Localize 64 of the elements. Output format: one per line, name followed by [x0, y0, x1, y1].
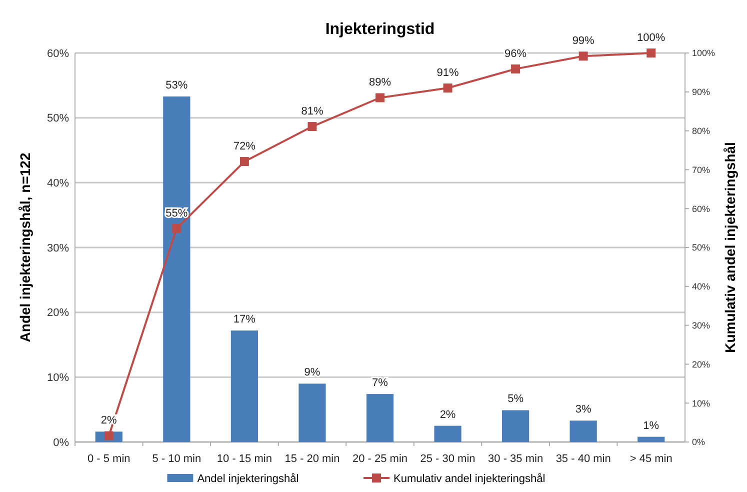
data-label: 9% — [304, 366, 320, 379]
data-label: 89% — [368, 76, 392, 89]
y-axis-title: Andel injekteringshål, n=122 — [17, 152, 33, 342]
point — [646, 48, 656, 58]
x-tick-label: 30 - 35 min — [488, 453, 544, 465]
x-tick-label: 0 - 5 min — [87, 453, 130, 465]
data-label: 91% — [436, 67, 459, 80]
y2-tick-label: 0% — [692, 437, 706, 448]
point — [376, 93, 384, 102]
y-tick-label: 0% — [53, 436, 70, 449]
bar — [502, 410, 530, 442]
y2-tick-label: 80% — [692, 126, 710, 136]
x-tick-label: > 45 min — [630, 453, 672, 465]
data-label: 5% — [508, 393, 524, 406]
point — [308, 122, 317, 132]
data-label: 100% — [637, 32, 666, 44]
legend-label: Andel injekteringshål — [197, 472, 299, 485]
bar — [434, 426, 462, 442]
bar — [230, 330, 258, 442]
y2-tick-label: 20% — [692, 359, 710, 370]
y-tick-label: 30% — [46, 242, 70, 254]
y-tick-label: 40% — [46, 178, 70, 190]
data-label: 1% — [643, 420, 660, 432]
y-tick-label: 10% — [46, 372, 70, 384]
legend-label: Kumulativ andel injekteringshål — [394, 472, 546, 485]
y2-tick-label: 40% — [692, 282, 710, 292]
y2-tick-label: 100% — [692, 48, 716, 58]
x-tick-label: 25 - 30 min — [420, 453, 476, 465]
bar — [638, 436, 665, 442]
y2-axis-title: Kumulativ andel injekteringshål — [722, 142, 738, 353]
x-tick-label: 5 - 10 min — [152, 453, 202, 465]
data-label: 3% — [575, 404, 592, 416]
point — [578, 52, 588, 61]
data-label: 81% — [301, 106, 324, 118]
point — [240, 157, 249, 166]
y2-tick-label: 90% — [692, 87, 710, 98]
x-tick-label: 10 - 15 min — [216, 453, 272, 465]
data-label: 55% — [166, 207, 188, 220]
x-tick-label: 20 - 25 min — [352, 453, 408, 465]
bar — [570, 420, 597, 442]
x-tick-label: 35 - 40 min — [556, 453, 611, 465]
bar — [366, 394, 394, 442]
chart-title: Injekteringstid — [325, 21, 435, 38]
y2-tick-label: 10% — [692, 398, 710, 408]
y2-tick-label: 50% — [692, 242, 710, 253]
data-label: 96% — [504, 48, 527, 60]
y2-tick-label: 30% — [692, 320, 710, 330]
data-label: 99% — [572, 35, 595, 48]
bar — [163, 96, 190, 442]
x-tick-label: 15 - 20 min — [284, 453, 340, 465]
point — [443, 84, 452, 93]
data-label: 17% — [233, 313, 256, 326]
point — [172, 224, 182, 233]
point — [511, 64, 520, 74]
y2-tick-label: 60% — [692, 204, 710, 214]
data-label: 53% — [166, 79, 188, 92]
y2-tick-label: 70% — [692, 164, 710, 175]
data-label: 7% — [372, 377, 388, 390]
bar — [298, 384, 326, 442]
y-tick-label: 60% — [46, 48, 70, 60]
y-tick-label: 50% — [46, 112, 70, 125]
y-tick-label: 20% — [46, 307, 70, 320]
data-label: 72% — [233, 140, 256, 153]
data-label: 2% — [440, 408, 456, 421]
